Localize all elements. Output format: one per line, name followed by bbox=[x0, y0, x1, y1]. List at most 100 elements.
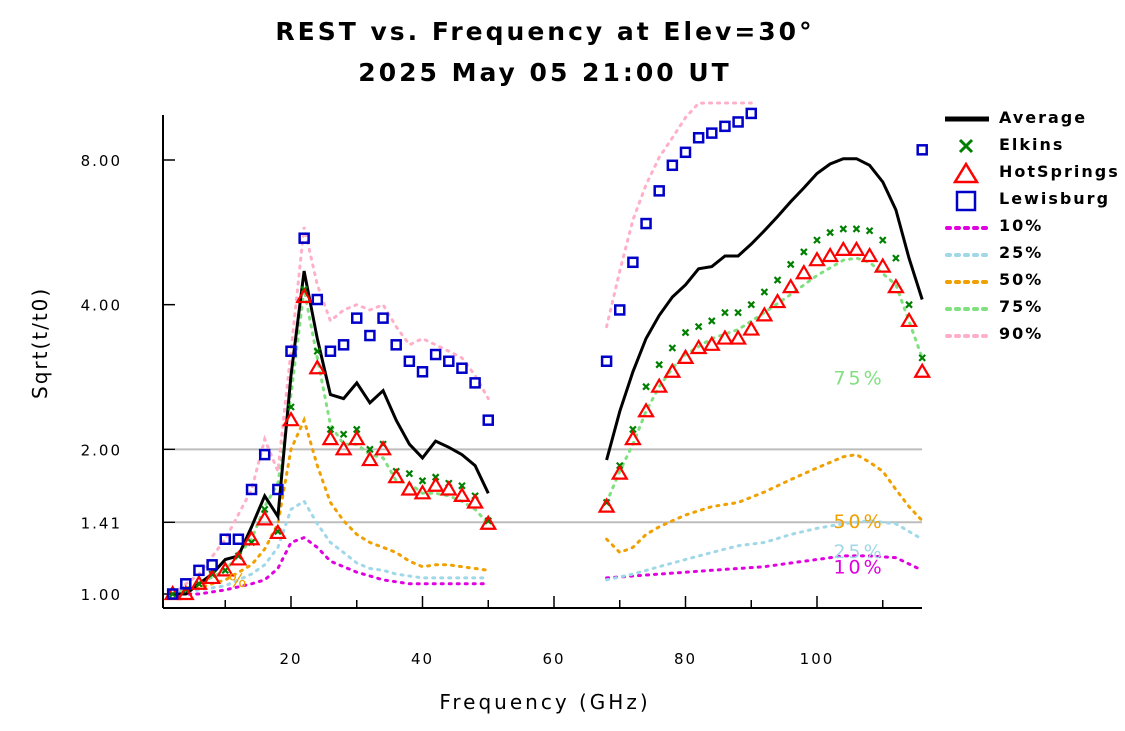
legend-key-elkins bbox=[958, 138, 974, 154]
series-50pct-line bbox=[605, 453, 924, 555]
series-lewisburg-point bbox=[666, 159, 679, 172]
series-elkins-point bbox=[668, 344, 677, 352]
series-lewisburg-point bbox=[166, 588, 179, 600]
x-tick-label: 80 bbox=[674, 650, 697, 668]
series-elkins-point bbox=[892, 254, 900, 262]
series-elkins-point bbox=[694, 322, 703, 331]
series-elkins-point bbox=[642, 382, 650, 391]
series-hotsprings-point bbox=[716, 329, 734, 345]
annotation-label: 50% bbox=[833, 511, 884, 533]
series-lewisburg-point bbox=[706, 127, 718, 139]
legend-key-lewisburg bbox=[955, 190, 977, 212]
series-lewisburg-point bbox=[732, 116, 744, 128]
y-tick-label: 1.00 bbox=[81, 586, 122, 604]
series-lewisburg-point bbox=[416, 366, 429, 378]
series-elkins-point bbox=[418, 477, 427, 485]
legend-key-50pct bbox=[945, 280, 991, 284]
series-hotsprings-point bbox=[847, 240, 866, 257]
series-elkins-point bbox=[260, 505, 269, 514]
series-lewisburg-point bbox=[627, 256, 639, 269]
series-elkins-point bbox=[734, 308, 742, 317]
series-hotsprings-point bbox=[729, 329, 748, 345]
series-lewisburg-point bbox=[324, 345, 337, 357]
series-lewisburg-point bbox=[916, 144, 928, 156]
series-90pct-line bbox=[171, 226, 490, 596]
legend-key-average bbox=[945, 116, 989, 122]
series-elkins-point bbox=[813, 236, 821, 244]
series-hotsprings-point bbox=[295, 287, 314, 304]
legend-key-hotsprings bbox=[952, 161, 980, 184]
series-lewisburg-point bbox=[403, 355, 416, 368]
legend-label: 50% bbox=[999, 270, 1044, 289]
y-tick-label: 8.00 bbox=[81, 152, 122, 170]
series-elkins-point bbox=[878, 236, 887, 244]
legend-item-25pct: 25% bbox=[944, 242, 1124, 269]
series-hotsprings-point bbox=[610, 464, 629, 480]
series-lewisburg-point bbox=[390, 339, 402, 351]
series-hotsprings-point bbox=[308, 359, 327, 375]
series-hotsprings-point bbox=[794, 264, 813, 280]
series-elkins-point bbox=[760, 288, 769, 296]
series-50pct-line bbox=[171, 415, 490, 596]
series-75pct-line bbox=[605, 256, 924, 504]
series-hotsprings-point bbox=[808, 251, 826, 267]
series-lewisburg-point bbox=[600, 355, 613, 368]
series-lewisburg-point bbox=[719, 120, 731, 133]
series-hotsprings-point bbox=[663, 362, 682, 378]
series-elkins-point bbox=[655, 360, 663, 369]
series-elkins-point bbox=[313, 347, 322, 356]
series-hotsprings-point bbox=[873, 257, 892, 273]
series-elkins-point bbox=[865, 226, 874, 235]
series-25pct-line bbox=[171, 499, 490, 596]
series-lewisburg-point bbox=[443, 355, 455, 368]
series-elkins-point bbox=[629, 425, 637, 434]
series-hotsprings-point bbox=[676, 348, 695, 364]
annotation-label: 25% bbox=[833, 541, 884, 563]
series-hotsprings-point bbox=[439, 480, 458, 496]
series-elkins-point bbox=[773, 276, 782, 284]
series-hotsprings-point bbox=[400, 480, 419, 496]
series-lewisburg-point bbox=[469, 377, 481, 389]
series-lewisburg-point bbox=[298, 232, 310, 244]
series-elkins-point bbox=[326, 425, 335, 434]
series-lewisburg-point bbox=[180, 578, 192, 590]
legend-label: Lewisburg bbox=[999, 189, 1111, 208]
series-lewisburg-point bbox=[653, 185, 665, 197]
series-hotsprings-point bbox=[913, 362, 932, 378]
series-hotsprings-point bbox=[255, 510, 274, 526]
series-hotsprings-point bbox=[282, 410, 300, 427]
annotation-label: 10% bbox=[833, 557, 884, 579]
series-lewisburg-point bbox=[337, 339, 350, 351]
x-tick-label: 40 bbox=[411, 650, 434, 668]
x-tick-label: 60 bbox=[542, 650, 565, 668]
series-lewisburg-point bbox=[219, 533, 231, 545]
series-hotsprings-point bbox=[203, 568, 222, 585]
series-elkins-point bbox=[786, 260, 795, 269]
series-hotsprings-point bbox=[413, 484, 432, 500]
series-lewisburg-point bbox=[311, 293, 324, 306]
series-lewisburg-point bbox=[285, 345, 297, 357]
series-hotsprings-point bbox=[768, 292, 787, 309]
series-hotsprings-point bbox=[637, 402, 655, 418]
series-lewisburg-point bbox=[377, 312, 389, 324]
y-tick-label: 1.41 bbox=[81, 514, 122, 532]
annotation-label: % bbox=[229, 570, 250, 592]
series-hotsprings-point bbox=[755, 306, 774, 322]
legend-item-hotsprings: HotSprings bbox=[944, 161, 1124, 188]
series-lewisburg-point bbox=[258, 448, 271, 461]
legend-key-10pct bbox=[945, 226, 991, 230]
series-lewisburg-point bbox=[456, 362, 468, 374]
series-lewisburg-point bbox=[482, 414, 494, 426]
series-elkins-point bbox=[747, 300, 756, 309]
annotation-label: 75% bbox=[833, 368, 884, 390]
series-hotsprings-point bbox=[900, 311, 918, 328]
x-tick-label: 100 bbox=[800, 650, 835, 668]
series-lewisburg-point bbox=[351, 312, 363, 324]
series-lewisburg-point bbox=[193, 564, 205, 577]
series-elkins-point bbox=[339, 430, 348, 439]
legend-label: Average bbox=[999, 108, 1088, 127]
series-hotsprings-point bbox=[347, 429, 366, 446]
series-hotsprings-point bbox=[702, 335, 721, 351]
series-elkins-point bbox=[352, 425, 361, 434]
